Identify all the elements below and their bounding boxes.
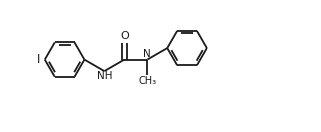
Text: NH: NH bbox=[97, 71, 112, 81]
Text: CH₃: CH₃ bbox=[138, 76, 156, 86]
Text: I: I bbox=[37, 53, 40, 66]
Text: N: N bbox=[143, 49, 151, 59]
Text: O: O bbox=[120, 31, 129, 41]
